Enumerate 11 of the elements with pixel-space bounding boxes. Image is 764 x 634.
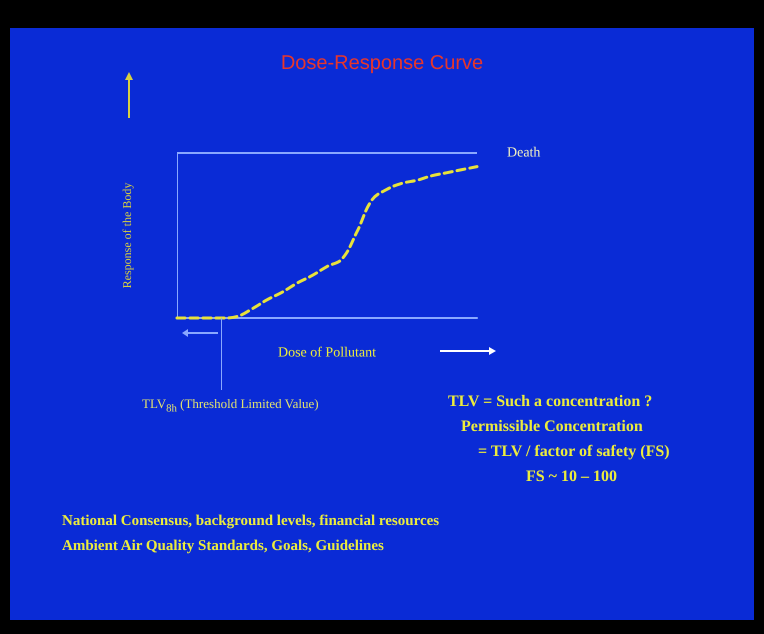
text: Permissible Concentration [461,418,643,436]
y-axis-title: Response of the Body [120,182,134,288]
x-axis-title: Dose of Pollutant [278,346,376,360]
text: TLV$_{8h}$ (Threshold Limited Value) [142,396,319,415]
text: TLV = Such a concentration ? [448,393,652,411]
chart-title: Dose-Response Curve [280,52,484,75]
text: National Consensus, background levels, financial resources [62,513,440,530]
text: FS ~ 10 – 100 [526,468,617,486]
text: = TLV / factor of safety (FS) [478,443,670,461]
text: Ambient Air Quality Standards, Goals, Guidelines [62,538,384,555]
ref-line-label: Death [507,146,540,160]
